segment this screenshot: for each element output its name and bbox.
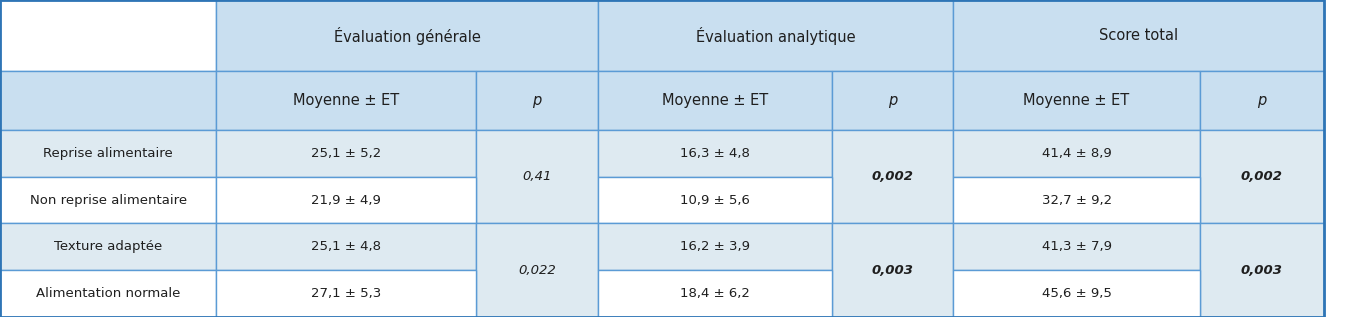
Text: 16,3 ± 4,8: 16,3 ± 4,8 [680, 147, 750, 160]
Bar [832, 71, 953, 130]
Text: 0,41: 0,41 [523, 170, 551, 183]
Bar [216, 270, 476, 317]
Text: Reprise alimentaire: Reprise alimentaire [44, 147, 172, 160]
Bar [1200, 130, 1324, 223]
Text: 0,002: 0,002 [1241, 170, 1283, 183]
Text: Évaluation générale: Évaluation générale [334, 27, 480, 45]
Text: 0,002: 0,002 [871, 170, 914, 183]
Text: p: p [1257, 93, 1267, 108]
Bar [0, 0, 216, 71]
Bar [216, 130, 476, 177]
Text: Évaluation analytique: Évaluation analytique [696, 27, 855, 45]
Text: p: p [532, 93, 542, 108]
Bar [598, 223, 832, 270]
Bar [598, 177, 832, 223]
Bar [598, 0, 953, 71]
Text: 41,3 ± 7,9: 41,3 ± 7,9 [1041, 240, 1112, 253]
Text: 45,6 ± 9,5: 45,6 ± 9,5 [1041, 287, 1112, 300]
Text: 21,9 ± 4,9: 21,9 ± 4,9 [311, 194, 382, 207]
Text: 18,4 ± 6,2: 18,4 ± 6,2 [680, 287, 750, 300]
Bar [0, 177, 216, 223]
Text: p: p [888, 93, 897, 108]
Bar [216, 177, 476, 223]
Bar [832, 130, 953, 223]
Text: 10,9 ± 5,6: 10,9 ± 5,6 [680, 194, 750, 207]
Bar [953, 270, 1200, 317]
Bar [953, 71, 1200, 130]
Text: 41,4 ± 8,9: 41,4 ± 8,9 [1042, 147, 1111, 160]
Bar [216, 0, 598, 71]
Bar [0, 223, 216, 270]
Bar [1200, 223, 1324, 317]
Bar [598, 71, 832, 130]
Text: 32,7 ± 9,2: 32,7 ± 9,2 [1041, 194, 1112, 207]
Text: 0,003: 0,003 [1241, 264, 1283, 277]
Bar [476, 130, 598, 223]
Text: Non reprise alimentaire: Non reprise alimentaire [30, 194, 186, 207]
Bar [216, 223, 476, 270]
Bar [1200, 71, 1324, 130]
Text: 27,1 ± 5,3: 27,1 ± 5,3 [311, 287, 382, 300]
Text: Moyenne ± ET: Moyenne ± ET [293, 93, 399, 108]
Bar [476, 71, 598, 130]
Text: 16,2 ± 3,9: 16,2 ± 3,9 [680, 240, 750, 253]
Bar [598, 270, 832, 317]
Bar [953, 177, 1200, 223]
Text: Alimentation normale: Alimentation normale [36, 287, 181, 300]
Bar [0, 130, 216, 177]
Bar [0, 71, 216, 130]
Bar [953, 0, 1324, 71]
Text: 25,1 ± 4,8: 25,1 ± 4,8 [311, 240, 382, 253]
Text: 0,022: 0,022 [518, 264, 555, 277]
Bar [598, 130, 832, 177]
Bar [953, 223, 1200, 270]
Text: Moyenne ± ET: Moyenne ± ET [1023, 93, 1130, 108]
Text: Score total: Score total [1100, 28, 1178, 43]
Bar [216, 71, 476, 130]
Bar [476, 223, 598, 317]
Text: 25,1 ± 5,2: 25,1 ± 5,2 [311, 147, 382, 160]
Bar [832, 223, 953, 317]
Text: Texture adaptée: Texture adaptée [53, 240, 163, 253]
Bar [0, 270, 216, 317]
Text: Moyenne ± ET: Moyenne ± ET [662, 93, 767, 108]
Text: 0,003: 0,003 [871, 264, 914, 277]
Bar [953, 130, 1200, 177]
